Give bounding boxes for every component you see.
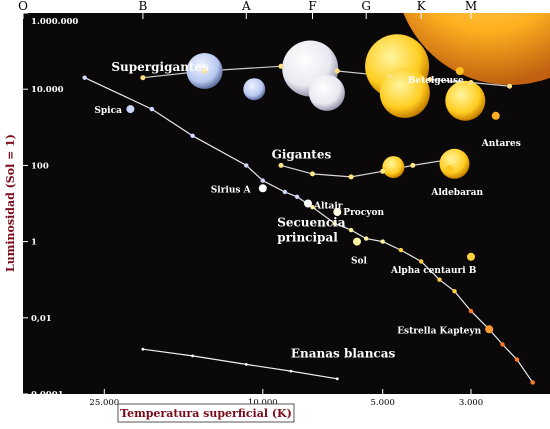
star-marker-betelgeuse xyxy=(455,67,464,75)
spectral-class-f: F xyxy=(308,0,316,13)
series-0-point-1 xyxy=(149,106,154,112)
star-label-aldebaran: Aldebaran xyxy=(430,188,483,198)
series-1-point-1 xyxy=(310,171,315,177)
series-0-point-20 xyxy=(530,380,535,385)
star-marker-altair xyxy=(304,199,312,208)
star-marker-sirius-a xyxy=(258,184,267,193)
series-2-point-4 xyxy=(387,73,393,79)
series-3-point-1 xyxy=(191,354,195,358)
giant-star-1 xyxy=(243,78,266,101)
star-marker-alpha-centauri-b xyxy=(467,252,475,261)
star-label-estrella-kapteyn: Estrella Kapteyn xyxy=(397,326,481,336)
series-0-point-9 xyxy=(348,227,354,233)
star-marker-estrella-kapteyn xyxy=(485,325,494,334)
region-label-2: Secuencia principal xyxy=(277,215,346,244)
giant-star-8 xyxy=(439,148,470,179)
spectral-class-a: A xyxy=(241,0,251,13)
series-0-point-16 xyxy=(468,308,474,314)
series-0-point-18 xyxy=(500,342,505,347)
series-line-1 xyxy=(280,158,455,178)
series-0-point-19 xyxy=(514,357,520,362)
series-2-point-0 xyxy=(140,75,146,81)
series-2-point-5 xyxy=(427,77,433,82)
star-marker-antares xyxy=(491,111,500,120)
series-1-point-2 xyxy=(348,174,354,180)
series-3-point-4 xyxy=(335,377,339,381)
spectral-class-b: B xyxy=(138,0,147,13)
series-0-point-12 xyxy=(398,247,404,253)
region-label-3: Enanas blancas xyxy=(291,347,396,361)
y-tick-label-3: 1 xyxy=(31,238,37,248)
series-2-point-2 xyxy=(278,63,284,69)
y-tick-label-2: 100 xyxy=(31,161,49,171)
series-1-point-4 xyxy=(410,162,416,168)
x-axis-title: Temperatura superficial (K) xyxy=(120,407,292,420)
star-label-sirius-a: Sirius A xyxy=(211,185,252,195)
series-0-point-5 xyxy=(282,189,288,195)
series-0-point-7 xyxy=(310,205,315,210)
star-label-betelgeuse: Betelgeuse xyxy=(408,76,464,86)
series-0-point-3 xyxy=(244,163,249,168)
y-tick-label-0: 1.000.000 xyxy=(31,17,78,27)
series-0-point-0 xyxy=(82,75,87,80)
star-label-spica: Spica xyxy=(94,106,122,116)
series-0-point-14 xyxy=(437,277,442,282)
series-1-point-0 xyxy=(278,162,284,168)
region-label-1: Gigantes xyxy=(272,148,332,162)
giant-star-7 xyxy=(382,156,405,179)
series-3-point-2 xyxy=(244,363,248,366)
star-label-procyon: Procyon xyxy=(343,208,384,218)
star-marker-spica xyxy=(126,105,135,114)
series-0-point-15 xyxy=(452,289,457,294)
y-tick-label-5: 0.0001 xyxy=(31,390,64,400)
series-1-point-5 xyxy=(452,156,457,162)
x-tick-label-1: 10.000 xyxy=(248,398,278,408)
x-tick-label-3: 3.000 xyxy=(459,398,483,408)
star-label-altair: Altair xyxy=(313,202,343,212)
star-label-antares: Antares xyxy=(481,139,521,149)
x-tick-label-0: 25.000 xyxy=(89,398,119,408)
spectral-class-g: G xyxy=(361,0,371,13)
y-axis-title: Luminosidad (Sol = 1) xyxy=(4,134,17,272)
star-marker-sol xyxy=(353,237,361,246)
giant-star-5 xyxy=(379,67,430,118)
series-0-point-13 xyxy=(419,259,424,264)
y-tick-label-1: 10.000 xyxy=(31,85,64,95)
series-0-point-11 xyxy=(380,239,385,244)
x-tick-label-2: 5.000 xyxy=(371,398,395,408)
series-3-point-3 xyxy=(289,369,293,373)
series-0-point-2 xyxy=(190,133,195,138)
series-2-point-1 xyxy=(202,68,208,74)
y-tick-label-4: 0,01 xyxy=(31,314,52,324)
series-2-point-6 xyxy=(468,80,474,85)
series-3-point-0 xyxy=(141,347,145,351)
series-0-point-8 xyxy=(332,221,337,226)
series-2-point-3 xyxy=(334,68,340,74)
spectral-class-o: O xyxy=(18,0,28,13)
region-label-0: Supergigantes xyxy=(111,60,209,74)
series-0-point-6 xyxy=(294,194,300,199)
star-marker-aldebaran xyxy=(445,165,454,174)
series-0-point-10 xyxy=(364,236,369,241)
giant-star-6 xyxy=(445,80,486,121)
spectral-class-m: M xyxy=(465,0,477,13)
star-marker-procyon xyxy=(333,208,342,216)
star-label-sol: Sol xyxy=(351,257,368,267)
giant-star-3 xyxy=(308,74,345,111)
x-axis-title-box xyxy=(117,403,295,423)
star-label-alpha-centauri-b: Alpha centauri B xyxy=(390,266,477,276)
series-0-point-4 xyxy=(260,178,265,183)
series-1-point-3 xyxy=(380,168,386,174)
series-2-point-7 xyxy=(507,83,513,89)
red-supergiant-glow xyxy=(403,13,550,85)
spectral-class-k: K xyxy=(417,0,427,13)
